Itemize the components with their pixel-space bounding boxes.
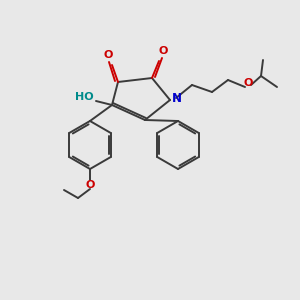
Text: O: O [103, 50, 113, 60]
Text: O: O [243, 78, 253, 88]
Text: O: O [158, 46, 168, 56]
Text: HO: HO [75, 92, 93, 102]
Text: N: N [172, 92, 182, 104]
Text: O: O [85, 180, 95, 190]
